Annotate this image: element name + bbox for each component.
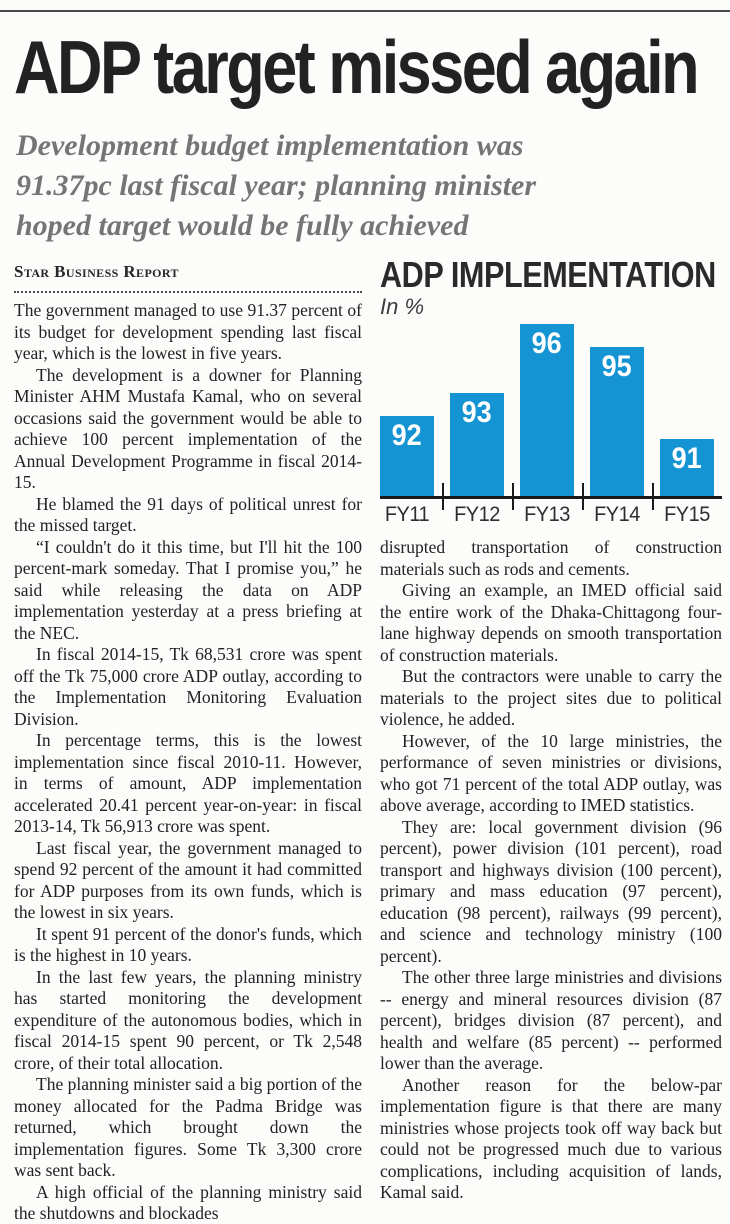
right-column-text: disrupted transportation of construction… bbox=[380, 537, 722, 1204]
chart-bar-fy12: 93 bbox=[450, 393, 504, 496]
article-paragraph: But the contractors were unable to carry… bbox=[380, 666, 722, 729]
chart-title: ADP IMPLEMENTATION bbox=[380, 256, 722, 294]
article-paragraph: “I couldn't do it this time, but I'll hi… bbox=[14, 536, 362, 643]
byline-dotted-rule bbox=[14, 291, 362, 293]
chart-axis-tick bbox=[582, 483, 584, 510]
article-paragraph: In percentage terms, this is the lowest … bbox=[14, 730, 362, 836]
headline-text: ADP target missed again bbox=[14, 25, 700, 109]
article-paragraph: They are: local government division (96 … bbox=[380, 816, 722, 966]
article-paragraph: Giving an example, an IMED official said… bbox=[380, 580, 722, 665]
subtitle-line: Development budget implementation was bbox=[16, 129, 524, 162]
chart-bar-fy14: 95 bbox=[590, 347, 644, 496]
chart-axis-tick bbox=[512, 483, 514, 510]
article-paragraph: The development is a downer for Planning… bbox=[14, 364, 362, 493]
chart-x-tick-label: FY13 bbox=[524, 503, 570, 526]
chart-bar-fy15: 91 bbox=[660, 439, 714, 496]
article-paragraph: The government managed to use 91.37 perc… bbox=[14, 300, 362, 363]
article-paragraph: He blamed the 91 days of political unres… bbox=[14, 493, 362, 536]
chart-axis-tick bbox=[442, 483, 444, 510]
top-rule bbox=[0, 10, 730, 12]
chart-bar-fy13: 96 bbox=[520, 324, 574, 496]
subtitle-line: 91.37pc last fiscal year; planning minis… bbox=[16, 169, 537, 202]
byline: Star Business Report bbox=[14, 262, 179, 281]
chart-x-tick-label: FY14 bbox=[594, 503, 640, 526]
subtitle-line: hoped target would be fully achieved bbox=[16, 209, 469, 242]
left-column: Star Business Report The government mana… bbox=[14, 262, 362, 1224]
article-paragraph: disrupted transportation of construction… bbox=[380, 537, 722, 579]
chart-x-tick-label: FY15 bbox=[664, 503, 710, 526]
chart-bar-fy11: 92 bbox=[380, 416, 434, 496]
article-subtitle: Development budget implementation was 91… bbox=[16, 126, 656, 246]
adp-implementation-chart: ADP IMPLEMENTATION In % 92 93 96 95 91 FY11 F… bbox=[380, 256, 722, 529]
chart-bar-value: 92 bbox=[391, 419, 423, 452]
chart-bar-value: 93 bbox=[461, 396, 493, 429]
chart-axis-tick bbox=[652, 483, 654, 510]
article-paragraph: Last fiscal year, the government managed… bbox=[14, 837, 362, 923]
chart-bar-value: 95 bbox=[601, 350, 633, 383]
article-paragraph: It spent 91 percent of the donor's funds… bbox=[14, 923, 362, 966]
article-paragraph: However, of the 10 large ministries, the… bbox=[380, 730, 722, 816]
chart-x-tick-label: FY11 bbox=[384, 503, 430, 526]
article-paragraph: In fiscal 2014-15, Tk 68,531 crore was s… bbox=[14, 644, 362, 729]
right-column: ADP IMPLEMENTATION In % 92 93 96 95 91 FY11 F… bbox=[380, 256, 722, 1224]
chart-x-tick-label: FY12 bbox=[454, 503, 500, 526]
article-paragraph: The other three large ministries and div… bbox=[380, 967, 722, 1073]
chart-bar-value: 96 bbox=[531, 327, 563, 360]
article-paragraph: The planning minister said a big portion… bbox=[14, 1074, 362, 1180]
chart-title-text: ADP IMPLEMENTATION bbox=[380, 256, 716, 295]
article-paragraph: Another reason for the below-par impleme… bbox=[380, 1074, 722, 1203]
article-paragraph: A high official of the planning ministry… bbox=[14, 1181, 362, 1224]
chart-x-axis: FY11 FY12 FY13 FY14 FY15 bbox=[380, 483, 722, 529]
chart-bar-value: 91 bbox=[671, 442, 703, 475]
chart-plot-area: 92 93 96 95 91 bbox=[380, 324, 714, 496]
article-paragraph: In the last few years, the planning mini… bbox=[14, 966, 362, 1073]
chart-unit-label: In % bbox=[380, 294, 425, 319]
left-column-text: The government managed to use 91.37 perc… bbox=[14, 300, 362, 1224]
chart-x-labels: FY11 FY12 FY13 FY14 FY15 bbox=[380, 503, 714, 527]
article-headline: ADP target missed again bbox=[14, 28, 730, 107]
